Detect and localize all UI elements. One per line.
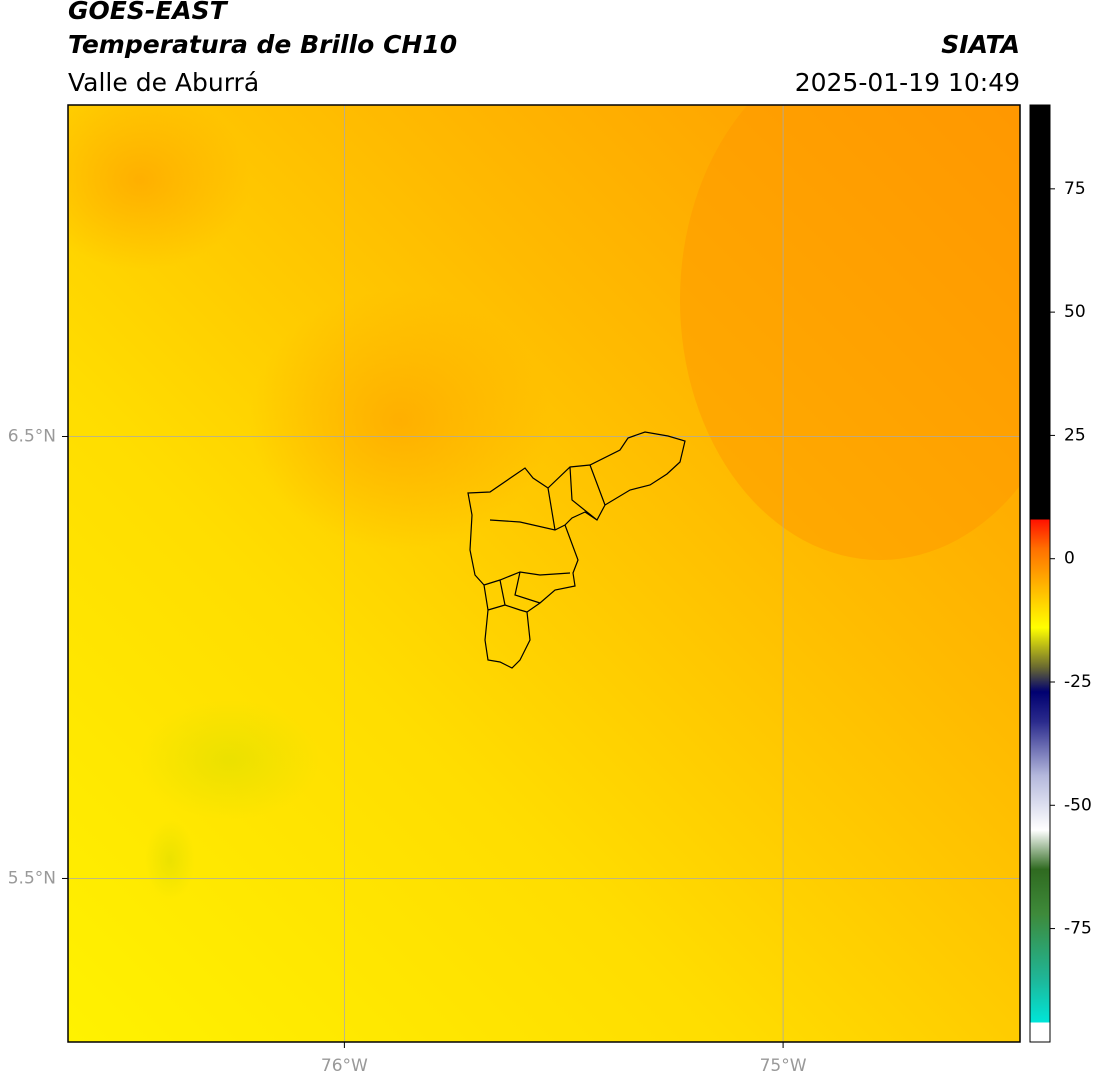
colorbar-tick-label: 50: [1064, 302, 1086, 322]
x-tick-label: 75°W: [760, 1056, 807, 1076]
region: Valle de Aburrá: [68, 68, 259, 97]
valley-outline: [467, 431, 686, 669]
colorbar-frame: [1029, 104, 1051, 1043]
grid: [68, 105, 1020, 1042]
y-tick-label: 5.5°N: [8, 868, 56, 888]
map-field: [68, 105, 1020, 1042]
colorbar-tick-label: 0: [1064, 549, 1075, 569]
subtitle: Temperatura de Brillo CH10: [68, 30, 457, 59]
field-patch: [140, 700, 320, 820]
x-tick-label: 76°W: [321, 1056, 368, 1076]
colorbar-tick-label: -75: [1064, 919, 1092, 939]
colorbar-tick-label: 75: [1064, 179, 1086, 199]
field-patch: [680, 105, 1020, 560]
map-frame: [67, 104, 1021, 1043]
y-tick-label: 6.5°N: [8, 426, 56, 446]
field-patch: [250, 290, 550, 550]
field-patch: [145, 820, 195, 900]
datetime: 2025-01-19 10:49: [795, 68, 1020, 97]
colorbar-tick-label: 25: [1064, 425, 1086, 445]
colorbar: [1030, 105, 1050, 1042]
colorbar-tick-label: -25: [1064, 672, 1092, 692]
colorbar-tick-label: -50: [1064, 795, 1092, 815]
title: GOES-EAST: [68, 0, 229, 25]
field-patch: [68, 105, 250, 270]
source: SIATA: [941, 30, 1020, 59]
